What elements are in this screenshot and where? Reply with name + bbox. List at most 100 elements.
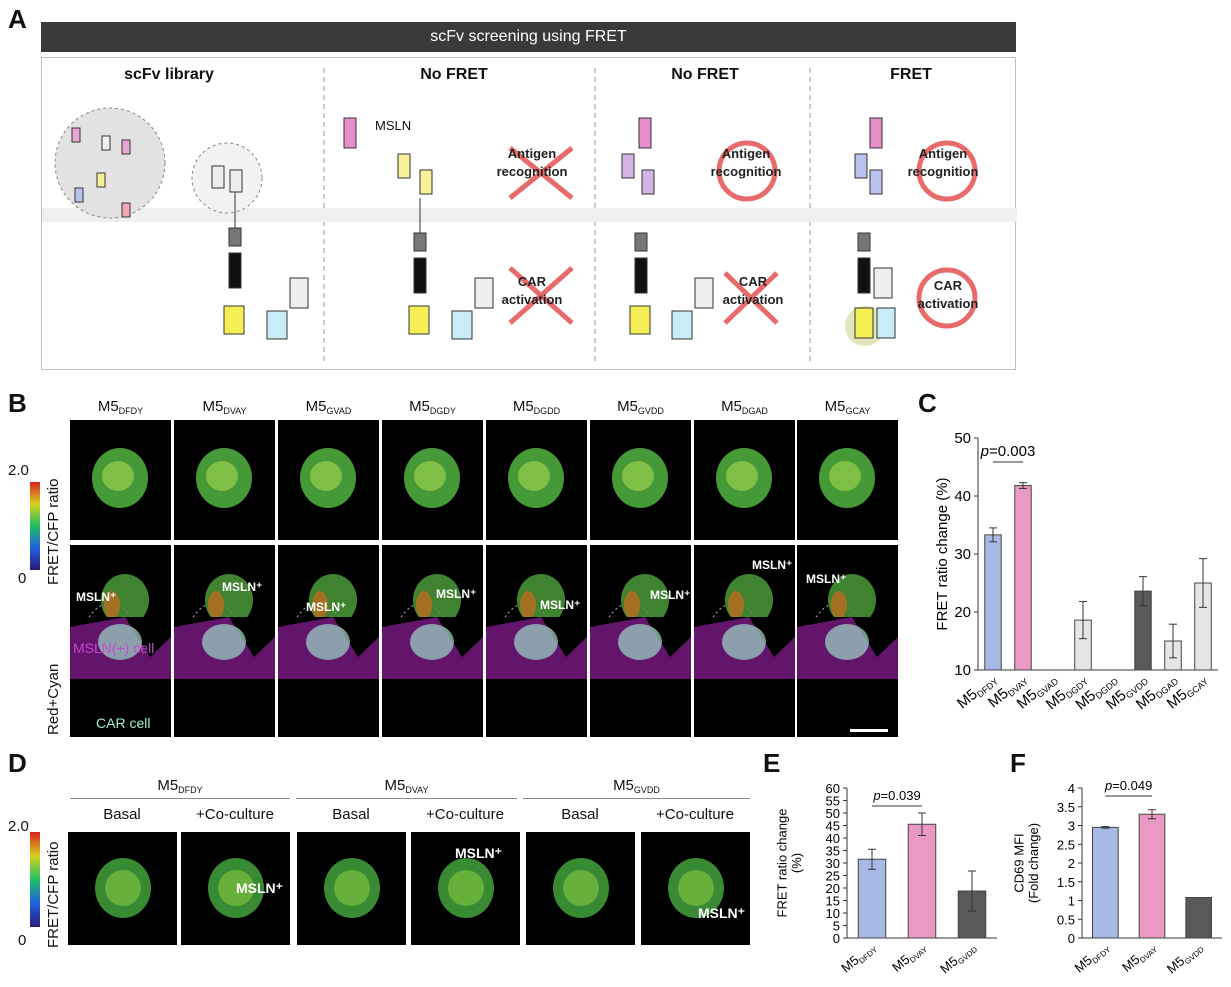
car-cell-label: CAR cell [96,715,151,731]
y-tick-label: 0.5 [1057,912,1075,927]
y-axis-label: CD69 MFI(Fold change) [1012,823,1041,903]
micrograph-tile [70,420,171,540]
chart-c: 1020304050M5DFDYM5DVAYM5GVADM5DGDYM5DGDD… [934,430,1218,713]
panel-label-e: E [763,748,781,778]
panel-b-col-head: M5DGDY [409,398,456,416]
msln-label: MSLN [375,118,412,133]
y-tick-label: 10 [826,906,840,921]
row-label-d: FRET/CFP ratio [45,841,62,948]
y-tick-label: 2.5 [1057,837,1075,852]
row-label-fret: FRET/CFP ratio [45,478,62,585]
y-tick-label: 55 [826,794,840,809]
x-tick-label: M5DFDY [1072,938,1114,977]
panel-b-col-head: M5GVAD [305,398,352,416]
msln-cell-label: MSLN(+) cell [73,640,155,656]
scale-bar [850,729,888,732]
y-tick-label: 0 [1068,931,1075,946]
panel-d-condition-label: +Co-culture [426,806,504,823]
panel-d-colorbar [30,832,40,927]
msln-plus-label: MSLN⁺ [540,598,581,612]
y-tick-label: 35 [826,844,840,859]
msln-plus-label: MSLN⁺ [455,845,503,861]
micrograph-tile [797,617,898,737]
micrograph-tile [486,420,587,540]
colorbar-d-max: 2.0 [8,818,29,835]
msln-plus-label: MSLN⁺ [436,587,477,601]
panel-d-group-line [70,798,290,799]
micrograph-tile [694,617,795,737]
col-title-nofret-2: No FRET [671,66,739,83]
y-tick-label: 20 [826,881,840,896]
col-title-library: scFv library [124,66,214,83]
panel-d-condition-label: Basal [332,806,370,823]
panel-a-schematic [41,57,1017,370]
panel-b-col-head: M5DFDY [97,398,144,416]
micrograph-tile [797,420,898,540]
panel-a-banner: scFv screening using FRET [41,22,1016,52]
y-tick-label: 30 [826,856,840,871]
car-text-2: CAR activation [722,274,784,307]
panel-label-c: C [918,388,937,418]
micrograph-tile [590,420,691,540]
panel-d-group-head: M5DVAY [384,777,429,795]
y-tick-label: 20 [954,604,971,621]
antigen-text-1: Antigen recognition [496,146,568,179]
msln-plus-label: MSLN⁺ [806,572,847,586]
panel-b-colorbar [30,482,40,570]
micrograph-tile [70,617,171,737]
micrograph-tile [411,832,520,945]
msln-plus-label: MSLN⁺ [222,580,263,594]
x-tick-label: M5DVAY [889,938,930,976]
micrograph-tile [278,617,379,737]
p-value-label: p=0.049 [1104,778,1152,793]
msln-plus-label: MSLN⁺ [76,590,117,604]
micrograph-tile [297,832,406,945]
x-tick-label: M5DVAY [1119,938,1160,976]
msln-plus-label: MSLN⁺ [236,880,284,896]
colorbar-max: 2.0 [8,462,29,479]
y-tick-label: 15 [826,894,840,909]
schematic-drawing [42,68,1017,363]
y-tick-label: 2 [1068,856,1075,871]
p-value-label: p=0.039 [872,788,920,803]
panel-d-condition-label: +Co-culture [196,806,274,823]
bar [1014,485,1032,671]
micrograph-tile [526,832,635,945]
y-tick-label: 30 [954,546,971,563]
panel-label-d: D [8,748,27,778]
y-tick-label: 25 [826,869,840,884]
y-axis-label: FRET ratio change(%) [775,809,804,918]
row-label-redcyan: Red+Cyan [45,663,62,735]
col-title-nofret-1: No FRET [420,66,488,83]
msln-plus-label: MSLN⁺ [698,905,746,921]
panel-d-condition-label: Basal [561,806,599,823]
colorbar-d-min: 0 [18,932,27,949]
colorbar-min: 0 [18,570,27,587]
msln-plus-label: MSLN⁺ [752,558,793,572]
micrograph-tile [181,832,290,945]
bar [857,858,887,939]
bar [1185,897,1212,939]
chart-f: 0 0.5 1 1.5 2 2.5 3 3.5 4 M5DFDY M5DVAY M5GVDD CD69 … [1012,778,1222,978]
panel-b-col-head: M5GCAY [824,398,871,416]
y-tick-label: 10 [954,662,971,679]
y-tick-label: 40 [954,488,971,505]
micrograph-tile [174,617,275,737]
x-tick-label: M5GVDD [1164,939,1206,978]
car-text-1: CAR activation [501,274,563,307]
y-tick-label: 1 [1068,894,1075,909]
y-tick-label: 50 [954,430,971,447]
p-value-label: p=0.003 [980,443,1036,460]
car-text-3: CAR activation [917,278,979,311]
msln-plus-label: MSLN⁺ [306,600,347,614]
panel-d-group-line [523,798,750,799]
y-tick-label: 5 [833,919,840,934]
panel-label-a: A [8,4,27,34]
y-tick-label: 3.5 [1057,800,1075,815]
micrograph-tile [174,420,275,540]
y-tick-label: 40 [826,831,840,846]
micrograph-tile [590,617,691,737]
bar [907,823,937,939]
micrograph-tile [382,617,483,737]
